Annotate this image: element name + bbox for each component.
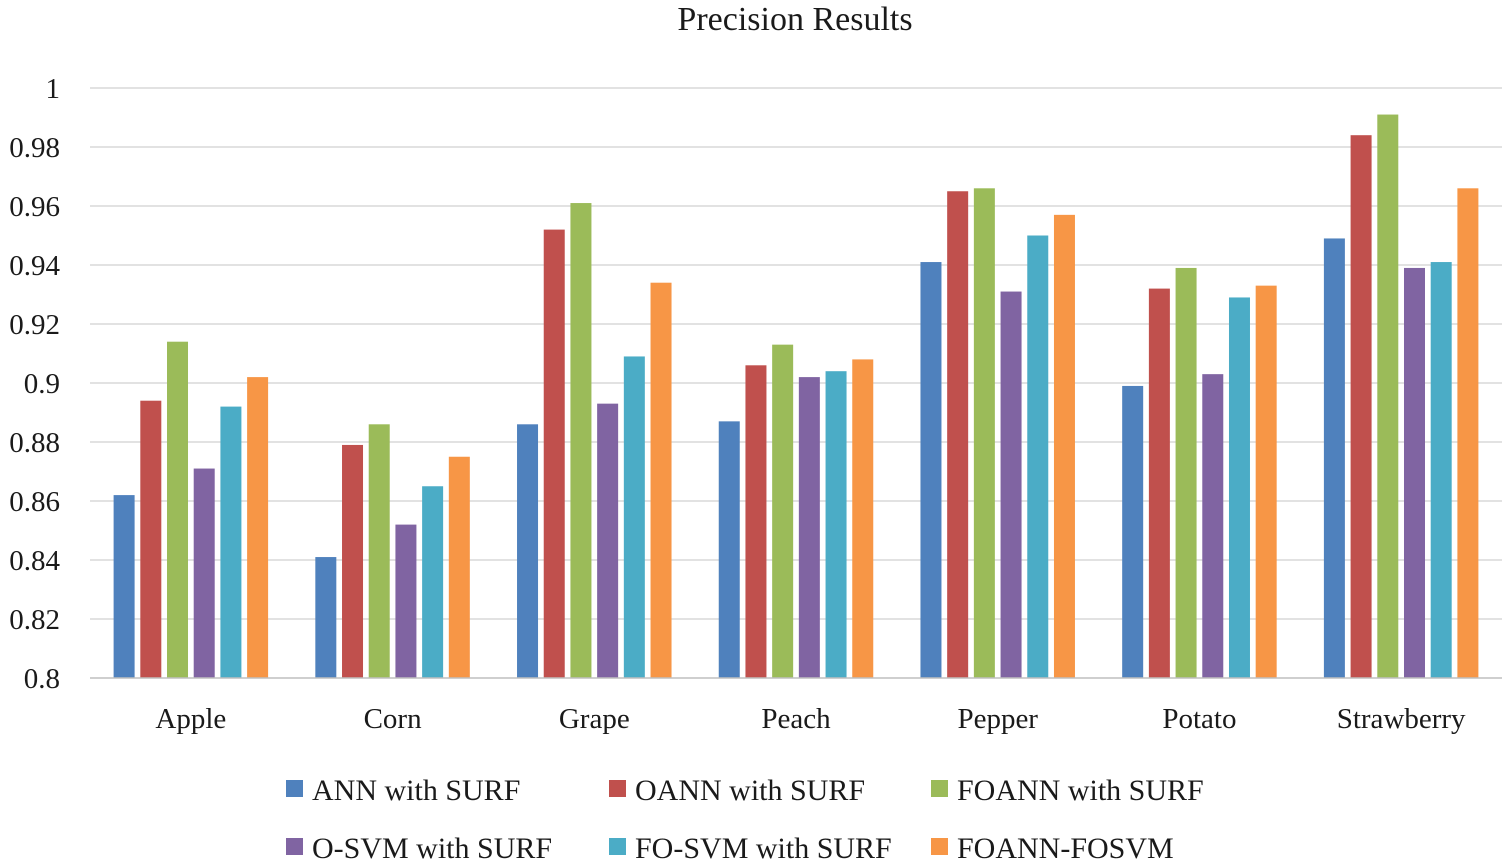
legend-label: OANN with SURF [635, 774, 865, 807]
bar [448, 456, 470, 678]
bar [315, 557, 337, 678]
legend-item: FO-SVM with SURF [609, 832, 892, 863]
legend-swatch [931, 780, 948, 797]
bar [395, 524, 417, 678]
bar [1000, 291, 1022, 678]
x-category-label: Peach [761, 703, 831, 735]
legend-label: FOANN-FOSVM [957, 832, 1174, 863]
bar [220, 406, 242, 678]
bar [1350, 135, 1372, 678]
y-tick-label: 0.82 [9, 604, 60, 636]
bar [745, 365, 767, 678]
y-tick-label: 0.86 [9, 486, 60, 518]
bar [1027, 235, 1049, 678]
bar [1053, 214, 1075, 678]
bar [1202, 374, 1224, 678]
bar [1148, 288, 1170, 678]
legend-item: FOANN with SURF [931, 774, 1204, 807]
legend-swatch [609, 780, 626, 797]
bar [1175, 267, 1197, 678]
y-tick-label: 0.96 [9, 191, 60, 223]
bar [1430, 262, 1452, 678]
legend-swatch [931, 838, 948, 855]
bar [947, 191, 969, 678]
y-tick-label: 0.92 [9, 309, 60, 341]
y-tick-label: 0.8 [24, 663, 60, 695]
bar [193, 468, 215, 678]
x-category-label: Apple [155, 703, 226, 735]
gridlines [90, 87, 1502, 620]
legend-swatch [286, 780, 303, 797]
y-tick-label: 0.88 [9, 427, 60, 459]
x-category-label: Corn [364, 703, 423, 735]
bar [718, 421, 740, 678]
bar [1122, 385, 1144, 678]
legend-label: FO-SVM with SURF [635, 832, 892, 863]
bar [368, 424, 390, 678]
bar [650, 282, 672, 678]
bar [1228, 297, 1250, 678]
bar [342, 444, 364, 678]
bar [623, 356, 645, 678]
legend-item: FOANN-FOSVM [931, 832, 1174, 863]
bar [517, 424, 539, 678]
x-category-label: Grape [559, 703, 630, 735]
y-tick-label: 0.84 [9, 545, 60, 577]
legend: ANN with SURF OANN with SURF FOANN with SU… [286, 774, 1204, 863]
bar [422, 486, 444, 678]
y-axis-ticks: 0.8 0.82 0.84 0.86 0.88 0.9 0.92 0.94 0.96 0.98 1 [9, 73, 60, 695]
legend-swatch [286, 838, 303, 855]
x-category-label: Potato [1162, 703, 1236, 735]
x-category-label: Strawberry [1337, 703, 1466, 735]
y-tick-label: 0.94 [9, 250, 60, 282]
bar [1377, 114, 1399, 679]
bar [798, 377, 820, 678]
y-tick-label: 0.98 [9, 132, 60, 164]
y-tick-label: 0.9 [24, 368, 60, 400]
x-category-label: Pepper [957, 703, 1038, 735]
bar [1323, 238, 1345, 678]
bar [247, 377, 269, 678]
legend-item: ANN with SURF [286, 774, 520, 807]
bar [772, 344, 794, 678]
bar [1457, 188, 1479, 679]
bar [113, 495, 135, 678]
bar [852, 359, 874, 678]
chart-title: Precision Results [677, 1, 912, 38]
legend-label: FOANN with SURF [957, 774, 1204, 807]
bar [597, 403, 619, 678]
bar [825, 371, 847, 678]
legend-item: O-SVM with SURF [286, 832, 552, 863]
bar [167, 341, 189, 678]
legend-item: OANN with SURF [609, 774, 865, 807]
legend-swatch [609, 838, 626, 855]
y-tick-label: 1 [46, 73, 61, 105]
bar [1403, 267, 1425, 678]
bar [973, 188, 995, 679]
bar [570, 203, 592, 679]
bar [1255, 285, 1277, 678]
x-axis-categories: Apple Corn Grape Peach Pepper Potato Strawberr… [155, 703, 1466, 735]
bar [920, 262, 942, 678]
bars [113, 114, 1479, 679]
bar [140, 400, 162, 678]
bar [543, 229, 565, 678]
legend-label: ANN with SURF [312, 774, 520, 807]
legend-label: O-SVM with SURF [312, 832, 552, 863]
